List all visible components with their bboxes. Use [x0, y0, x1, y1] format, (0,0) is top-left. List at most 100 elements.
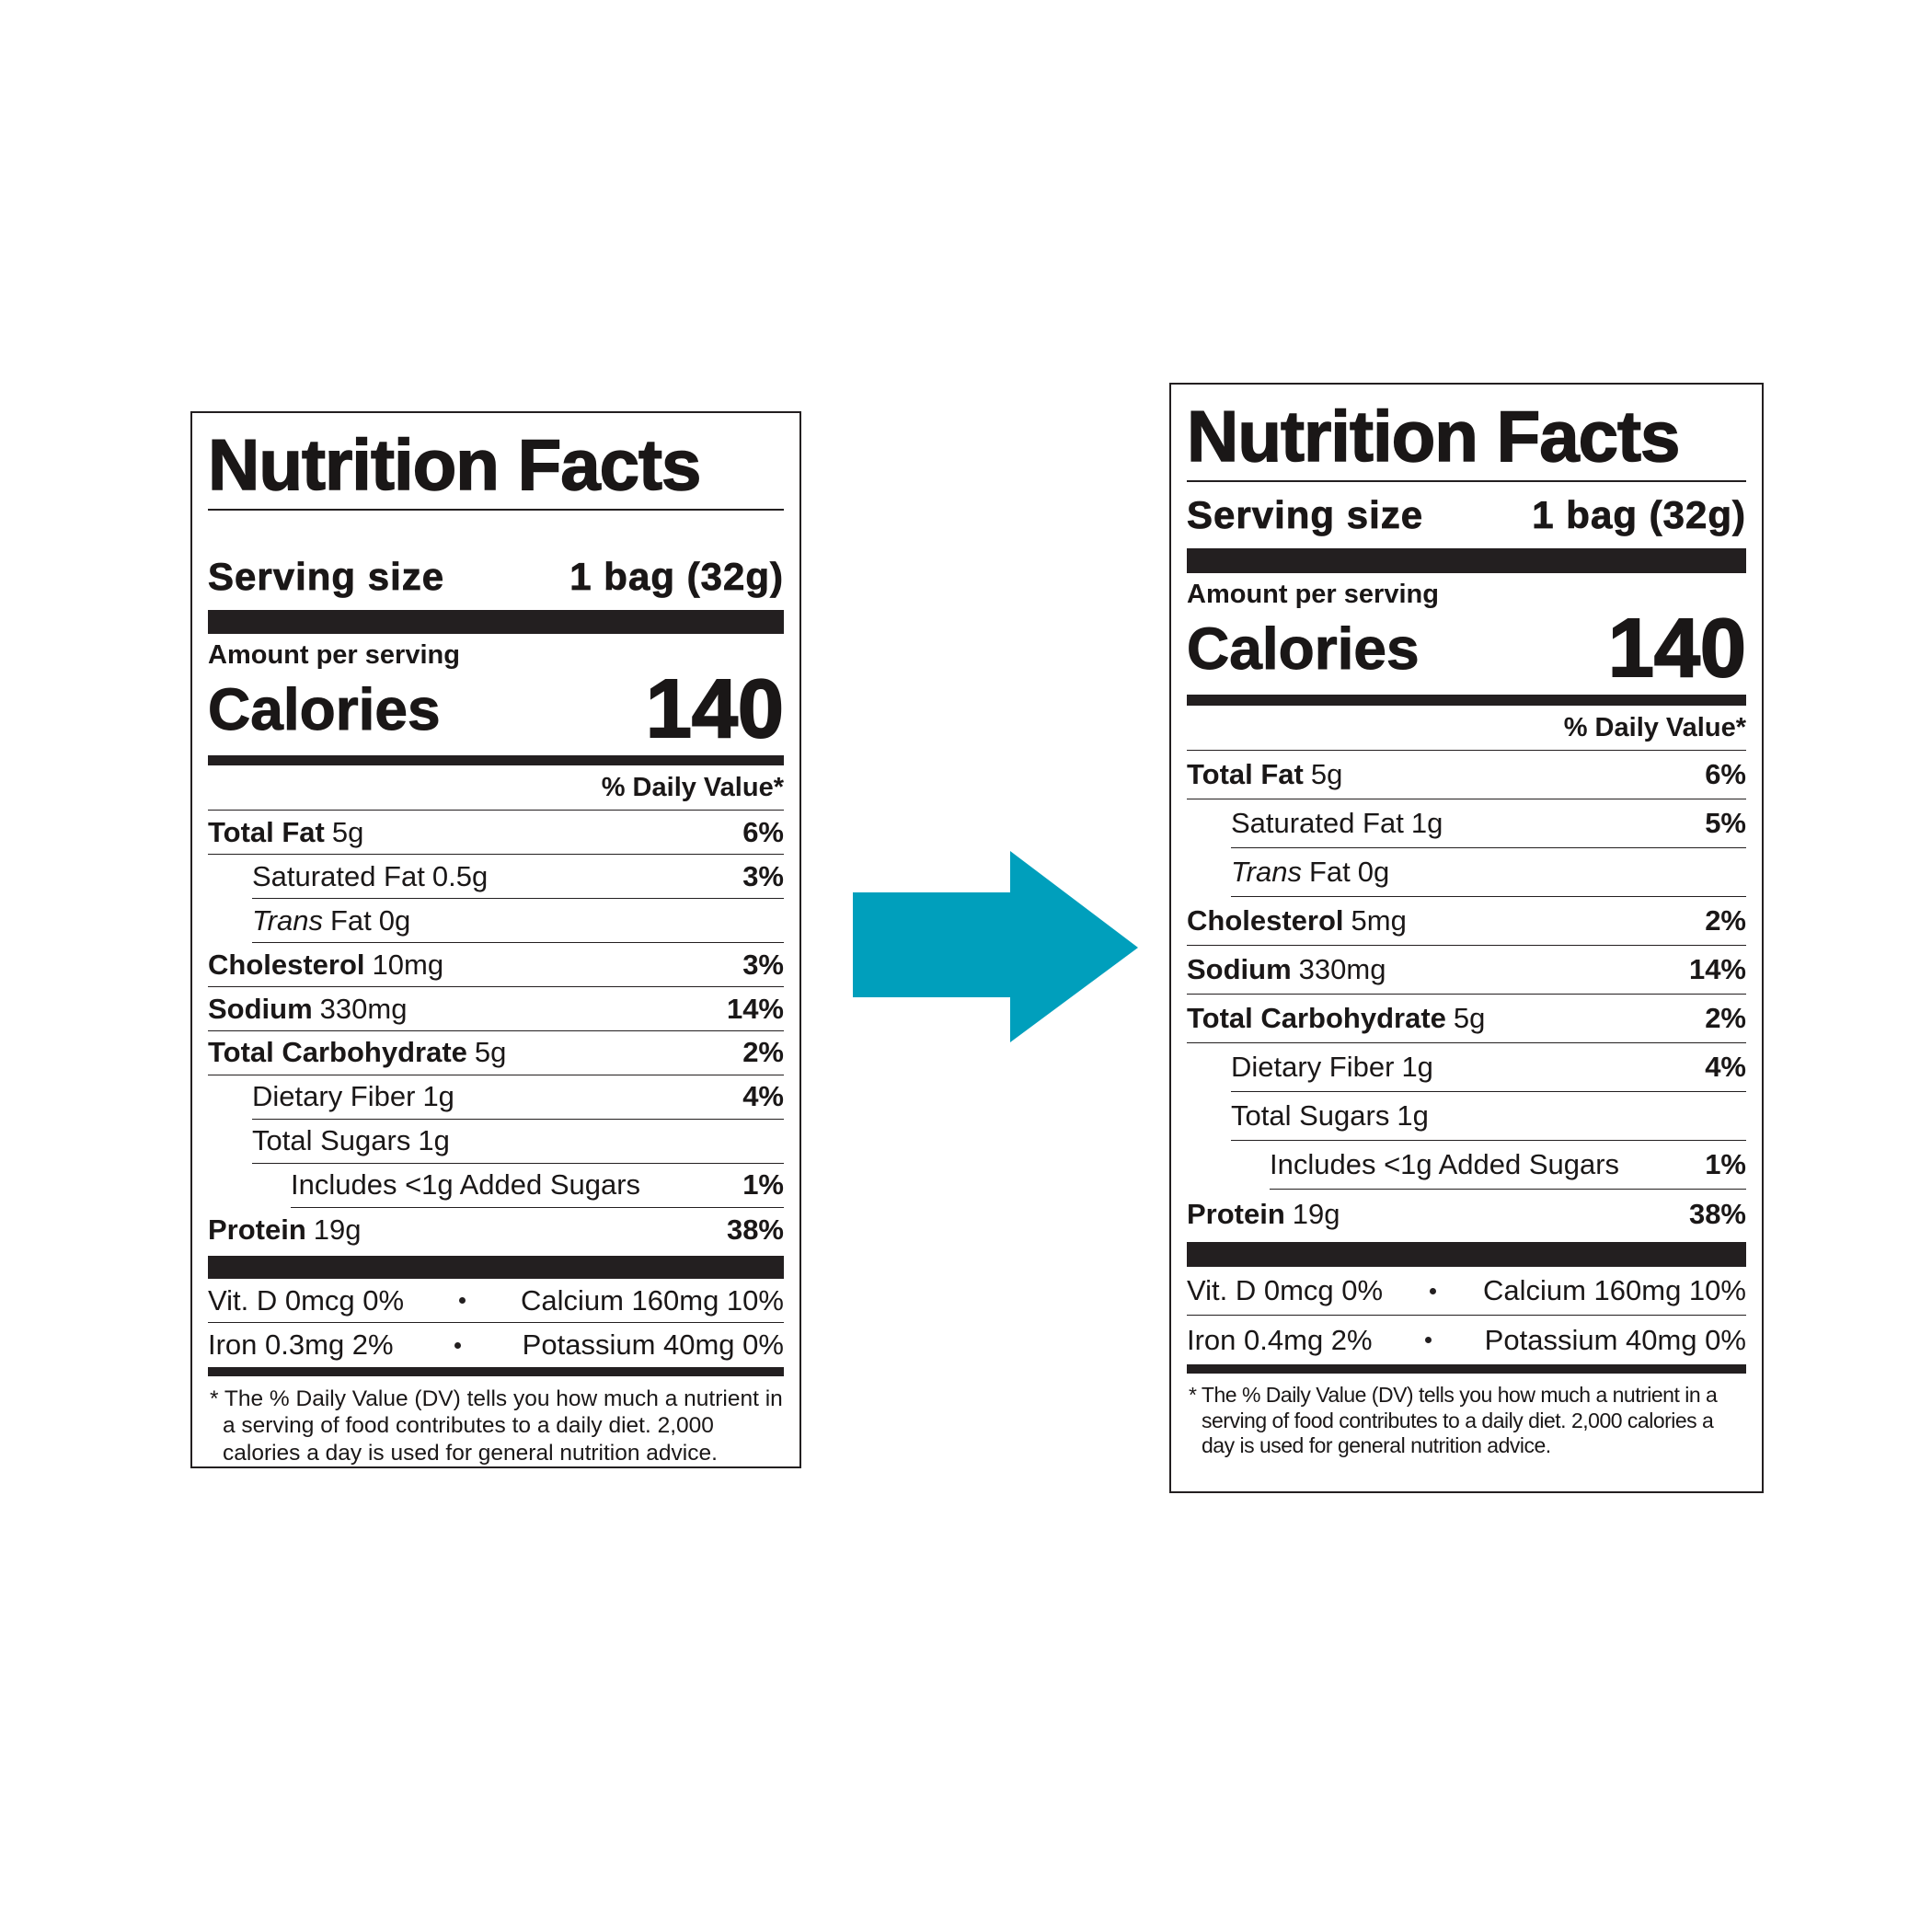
daily-value-header: % Daily Value*: [1187, 706, 1746, 751]
nutrient-dv: 5%: [1705, 807, 1746, 839]
vitamin-item: Potassium 40mg 0%: [522, 1328, 784, 1362]
nutrient-row: Total Sugars 1g: [1231, 1092, 1746, 1141]
vitamin-row: Iron 0.4mg 2% Potassium 40mg 0%: [1187, 1316, 1746, 1364]
nutrient-dv: 4%: [742, 1080, 784, 1113]
footnote: * The % Daily Value (DV) tells you how m…: [1189, 1383, 1718, 1458]
nutrient-dv: 6%: [1705, 758, 1746, 790]
title: Nutrition Facts: [207, 420, 784, 511]
nutrient-amount: 0.5g: [431, 859, 489, 892]
serving-value: 1 bag (32g): [1532, 493, 1746, 537]
calories-label: Calories: [208, 675, 442, 742]
bullet: [459, 1297, 466, 1305]
nutrient-amount: 1g: [1410, 807, 1443, 839]
nutrient-left: Cholesterol 5mg: [1187, 904, 1407, 937]
title: Nutrition Facts: [1186, 392, 1746, 482]
nutrient-amount: 5g: [474, 1036, 507, 1069]
nutrient-left: Total Carbohydrate 5g: [1187, 1002, 1485, 1035]
nutrient-row: Cholesterol 10mg 3%: [208, 943, 784, 988]
nutrient-amount: 19g: [1292, 1197, 1340, 1230]
nutrient-name: Protein: [208, 1213, 306, 1246]
nutrient-dv: 6%: [742, 815, 784, 848]
nutrition-label-after: Nutrition Facts Serving size 1 bag (32g) Am…: [1169, 383, 1764, 1493]
medium-rule: [208, 754, 784, 766]
nutrient-row: Saturated Fat 1g 5%: [1231, 799, 1746, 848]
nutrient-name: Sodium: [1187, 953, 1292, 985]
nutrient-name: Saturated Fat: [252, 859, 425, 892]
nutrient-row: Dietary Fiber 1g 4%: [1231, 1043, 1746, 1092]
nutrient-left: Total Sugars 1g: [1231, 1099, 1429, 1133]
bullet: [1425, 1337, 1432, 1343]
nutrient-name: Includes <1g Added Sugars: [1270, 1148, 1620, 1180]
nutrient-dv: 1%: [1705, 1148, 1746, 1180]
nutrient-row: Protein 19g 38%: [208, 1208, 784, 1252]
nutrient-row: Total Sugars 1g: [252, 1120, 784, 1164]
nutrient-name: Total Carbohydrate: [1187, 1002, 1446, 1034]
serving-value: 1 bag (32g): [569, 555, 784, 599]
nutrient-row: Total Carbohydrate 5g 2%: [208, 1031, 784, 1075]
nutrient-left: Saturated Fat 1g: [1231, 807, 1443, 840]
medium-rule: [1187, 695, 1746, 706]
nutrient-name: Total Sugars: [1231, 1099, 1390, 1132]
nutrient-name: Total Sugars: [252, 1124, 411, 1157]
nutrient-left: Sodium 330mg: [1187, 953, 1386, 986]
nutrient-left: Sodium 330mg: [208, 993, 407, 1026]
nutrient-amount: 0g: [378, 903, 411, 937]
nutrient-row: Total Carbohydrate 5g 2%: [1187, 995, 1746, 1043]
vitamin-item: Iron 0.3mg 2%: [208, 1328, 394, 1362]
nutrient-amount: 5mg: [1351, 904, 1407, 937]
nutrient-name: Total Fat: [1187, 758, 1304, 790]
amount-per-serving: Amount per serving: [1187, 580, 1439, 609]
nutrient-name: Dietary Fiber: [1231, 1051, 1395, 1083]
bullet: [454, 1341, 462, 1349]
vitamin-item: Vit. D 0mcg 0%: [1187, 1274, 1384, 1306]
nutrient-dv: 14%: [1688, 953, 1746, 985]
nutrient-row: Trans Fat 0g: [1231, 848, 1746, 897]
nutrient-amount: 1g: [418, 1124, 450, 1157]
nutrient-dv: 38%: [726, 1213, 784, 1246]
nutrient-name-italic: Trans: [1231, 856, 1302, 888]
nutrient-amount: 0g: [1357, 856, 1390, 888]
thick-rule: [1187, 1242, 1746, 1267]
nutrient-name: Fat: [329, 903, 372, 937]
nutrient-left: Total Sugars 1g: [252, 1124, 450, 1157]
nutrient-amount: 19g: [313, 1213, 362, 1246]
nutrient-name: Fat: [1308, 856, 1351, 888]
nutrient-row: Protein 19g 38%: [1187, 1190, 1746, 1238]
nutrient-left: Total Carbohydrate 5g: [208, 1036, 506, 1069]
nutrient-row: Includes <1g Added Sugars 1%: [1270, 1141, 1746, 1190]
nutrient-left: Cholesterol 10mg: [208, 949, 443, 982]
daily-value-header: % Daily Value*: [208, 765, 784, 811]
thick-rule: [1187, 548, 1746, 573]
serving-label: Serving size: [1187, 493, 1424, 537]
vitamin-item: Potassium 40mg 0%: [1484, 1323, 1746, 1356]
nutrient-name: Saturated Fat: [1231, 807, 1404, 839]
nutrient-name: Total Carbohydrate: [208, 1036, 467, 1069]
thick-rule: [208, 610, 784, 634]
nutrient-amount: 330mg: [319, 992, 408, 1025]
nutrient-left: Trans Fat 0g: [1231, 856, 1389, 889]
nutrient-amount: 1g: [422, 1080, 454, 1113]
serving-size: Serving size 1 bag (32g): [1187, 489, 1746, 541]
nutrient-dv: 4%: [1705, 1051, 1746, 1083]
nutrient-amount: 1g: [1397, 1099, 1429, 1132]
nutrient-dv: 3%: [742, 948, 784, 981]
nutrient-row: Sodium 330mg 14%: [1187, 946, 1746, 995]
vitamin-row: Iron 0.3mg 2% Potassium 40mg 0%: [208, 1323, 784, 1367]
calories: Calories 140: [1187, 606, 1748, 691]
nutrient-row: Includes <1g Added Sugars 1%: [291, 1164, 784, 1208]
nutrient-name: Cholesterol: [208, 948, 365, 981]
nutrient-name: Total Fat: [208, 815, 325, 848]
nutrient-left: Total Fat 5g: [1187, 758, 1342, 791]
nutrient-left: Trans Fat 0g: [252, 904, 410, 937]
nutrient-name: Cholesterol: [1187, 904, 1344, 937]
nutrient-row: Cholesterol 5mg 2%: [1187, 897, 1746, 946]
vitamin-item: Vit. D 0mcg 0%: [208, 1283, 405, 1317]
nutrient-amount: 5g: [1310, 758, 1343, 790]
nutrient-amount: 10mg: [372, 948, 444, 981]
nutrient-left: Includes <1g Added Sugars: [1270, 1148, 1619, 1181]
nutrient-row: Dietary Fiber 1g 4%: [252, 1075, 784, 1120]
nutrient-left: Protein 19g: [1187, 1198, 1340, 1231]
nutrient-name: Dietary Fiber: [252, 1080, 416, 1113]
vitamin-row: Vit. D 0mcg 0% Calcium 160mg 10%: [1187, 1267, 1746, 1316]
